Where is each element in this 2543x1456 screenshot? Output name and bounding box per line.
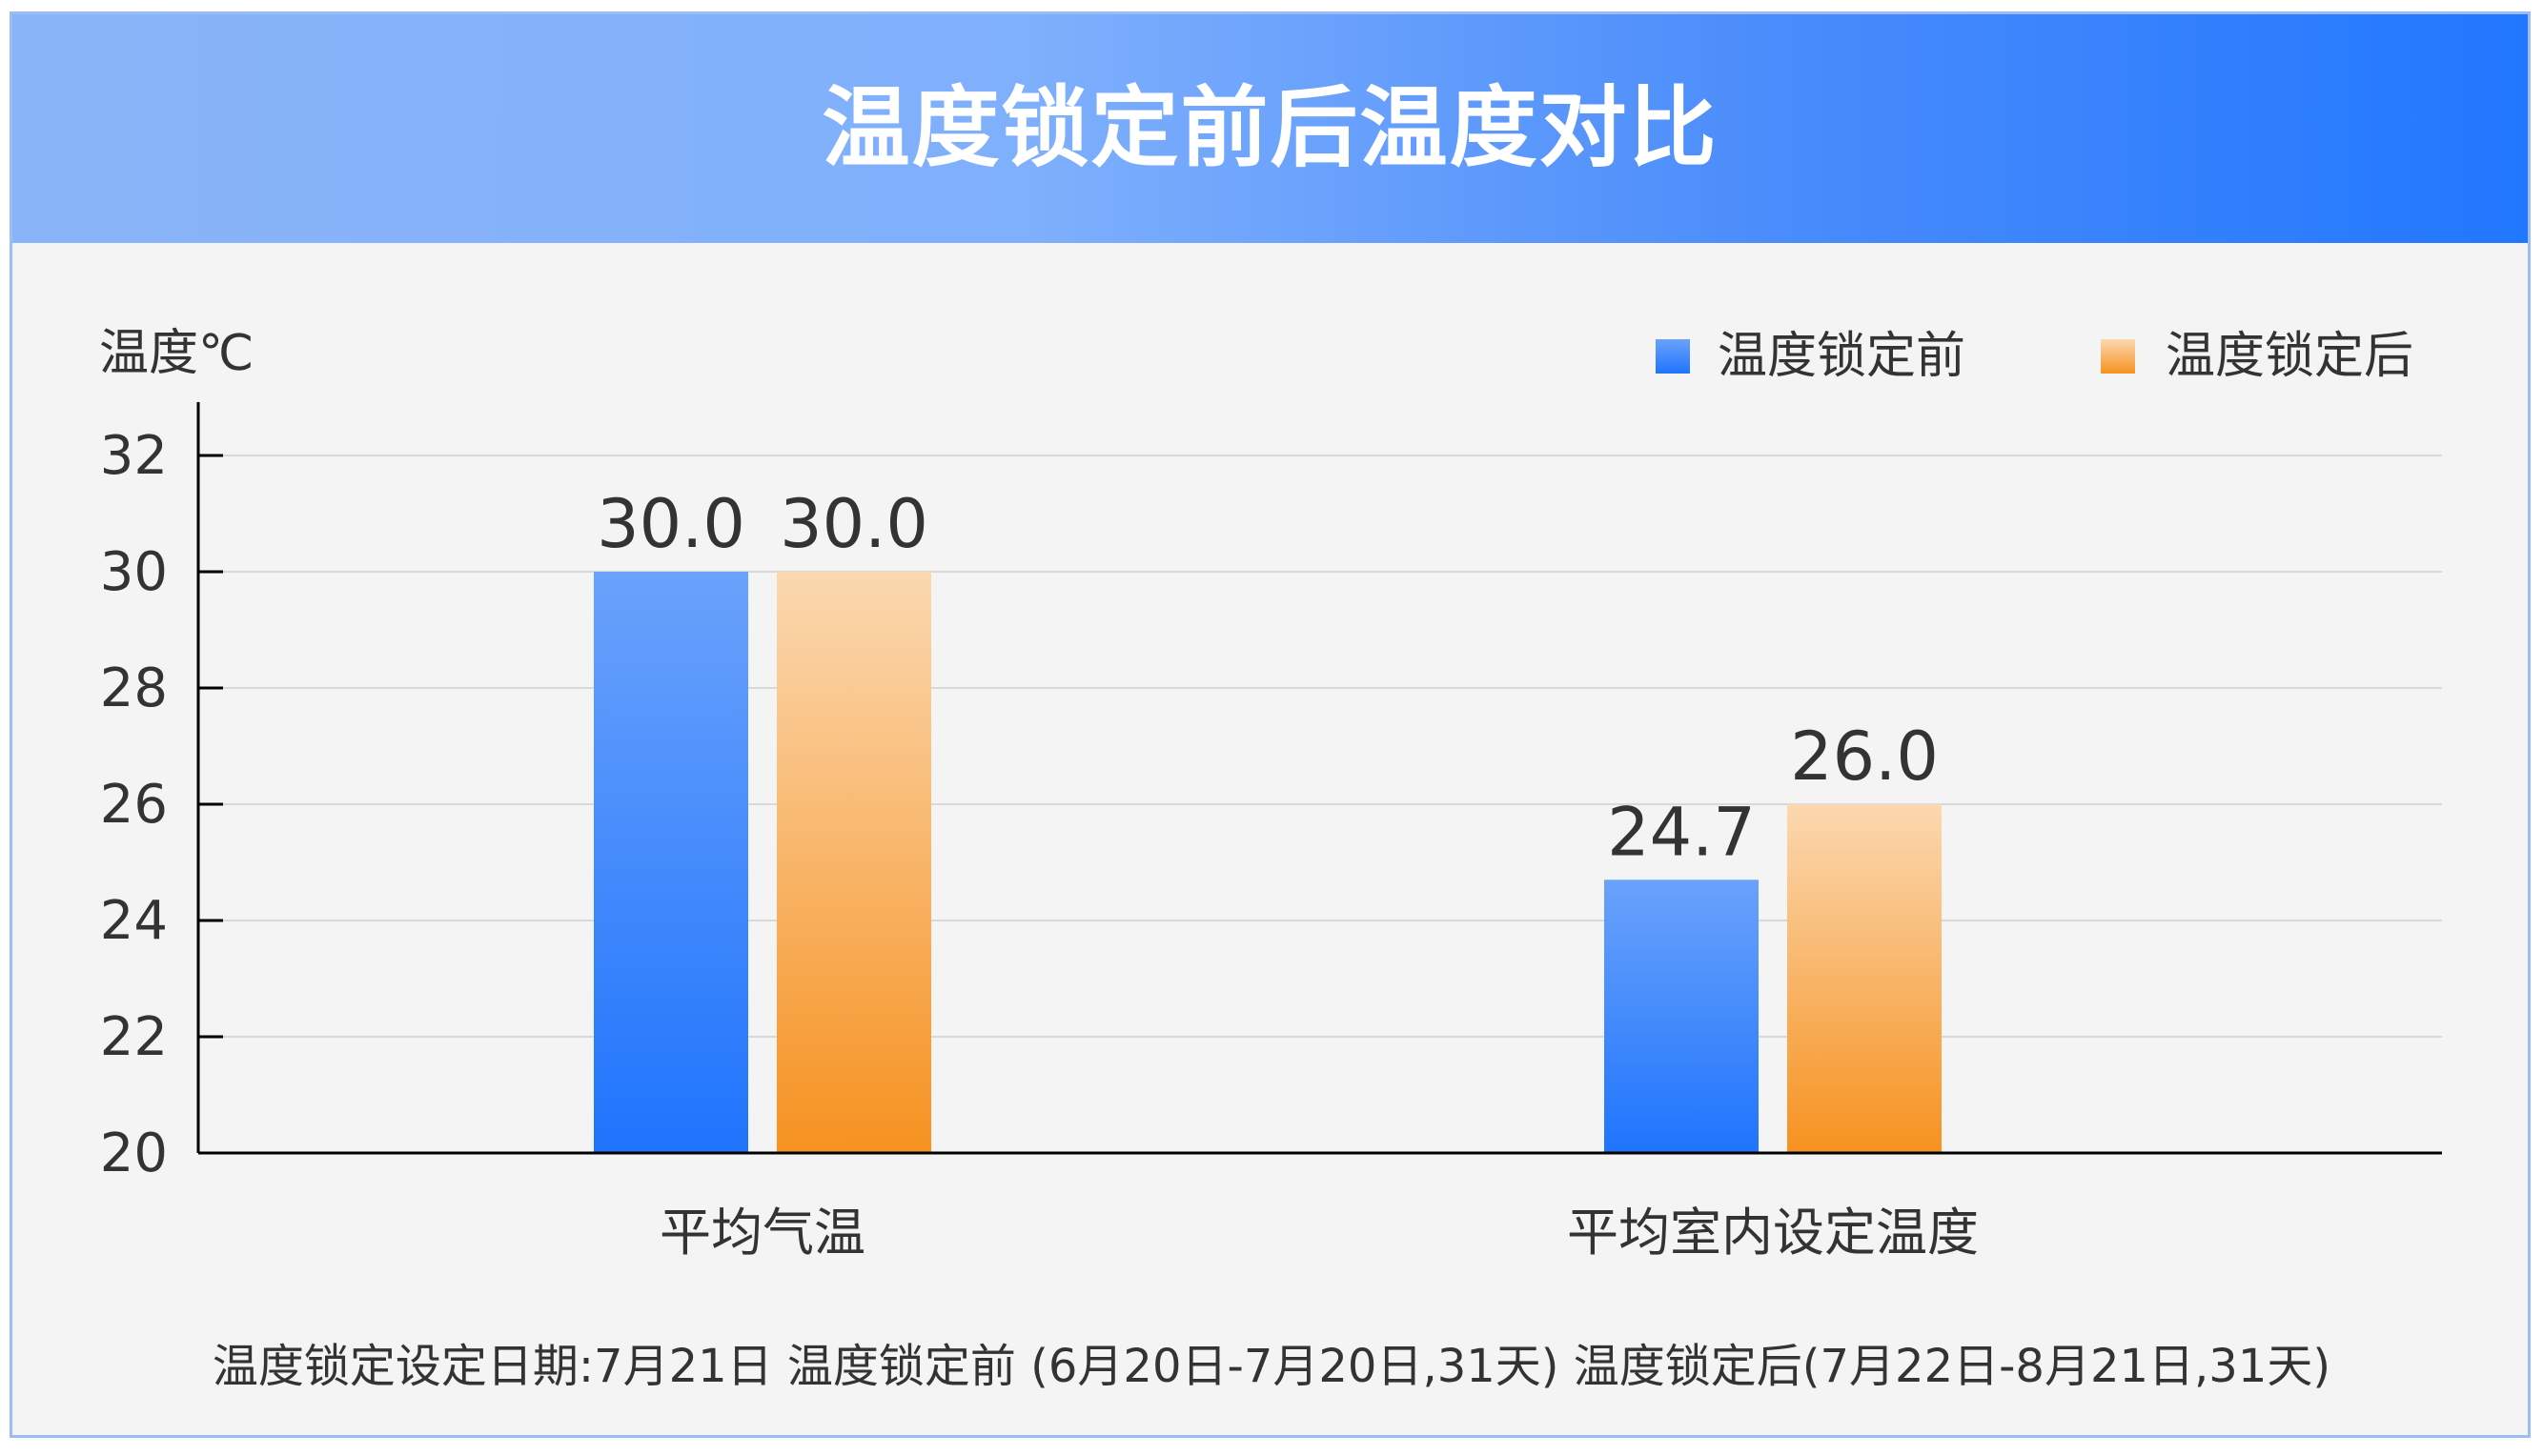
footnote: 温度锁定设定日期:7月21日 温度锁定前 (6月20日-7月20日,31天) 温…	[212, 1340, 2331, 1393]
y-tick-label: 24	[100, 890, 168, 952]
legend-swatch-after	[2101, 339, 2135, 374]
x-axis-labels: 平均气温 平均室内设定温度	[660, 1203, 1979, 1263]
data-label: 26.0	[1790, 718, 1939, 796]
bar-before-1	[594, 572, 748, 1153]
bars	[594, 572, 1942, 1153]
y-axis-ticks: 20 22 24 26 28 30 32	[100, 425, 223, 1184]
y-tick-label: 26	[100, 774, 168, 836]
bar-before-2	[1604, 880, 1759, 1153]
y-tick-label: 30	[100, 541, 168, 603]
chart-title: 温度锁定前后温度对比	[822, 77, 1719, 179]
data-label: 30.0	[780, 485, 928, 563]
legend-label-before: 温度锁定前	[1718, 328, 1965, 385]
y-tick-label: 20	[100, 1122, 168, 1184]
data-label: 24.7	[1607, 793, 1756, 871]
title-banner: 温度锁定前后温度对比	[12, 14, 2528, 243]
chart-frame: 温度锁定前后温度对比	[10, 11, 2531, 1438]
y-axis-label: 温度℃	[99, 325, 254, 382]
x-category-label: 平均气温	[660, 1203, 865, 1263]
y-tick-label: 22	[100, 1006, 168, 1068]
y-tick-label: 28	[100, 657, 168, 719]
x-category-label: 平均室内设定温度	[1567, 1203, 1979, 1263]
bar-after-1	[777, 572, 931, 1153]
bar-value-labels: 30.0 30.0 24.7 26.0	[597, 485, 1939, 871]
legend-label-after: 温度锁定后	[2166, 328, 2413, 385]
data-label: 30.0	[597, 485, 745, 563]
legend: 温度锁定前 温度锁定后	[1656, 328, 2413, 385]
bar-after-2	[1787, 804, 1942, 1153]
gridlines	[198, 455, 2442, 1038]
legend-swatch-before	[1656, 339, 1690, 374]
y-tick-label: 32	[100, 425, 168, 487]
